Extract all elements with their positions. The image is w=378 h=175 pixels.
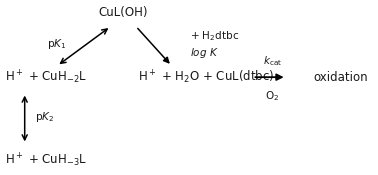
Text: O$_2$: O$_2$ <box>265 89 279 103</box>
Text: oxidation: oxidation <box>313 71 368 84</box>
Text: p$K_2$: p$K_2$ <box>36 110 55 124</box>
Text: p$K_1$: p$K_1$ <box>47 37 67 51</box>
Text: $k_\mathrm{cat}$: $k_\mathrm{cat}$ <box>263 54 282 68</box>
Text: H$^+$ + CuH$_{-3}$L: H$^+$ + CuH$_{-3}$L <box>5 151 87 169</box>
Text: CuL(OH): CuL(OH) <box>99 6 148 19</box>
Text: H$^+$ + CuH$_{-2}$L: H$^+$ + CuH$_{-2}$L <box>5 68 87 86</box>
Text: H$^+$ + H$_2$O + CuL(dtbc): H$^+$ + H$_2$O + CuL(dtbc) <box>138 68 274 86</box>
Text: + H$_2$dtbc: + H$_2$dtbc <box>190 29 239 43</box>
Text: log $K$: log $K$ <box>190 46 218 60</box>
